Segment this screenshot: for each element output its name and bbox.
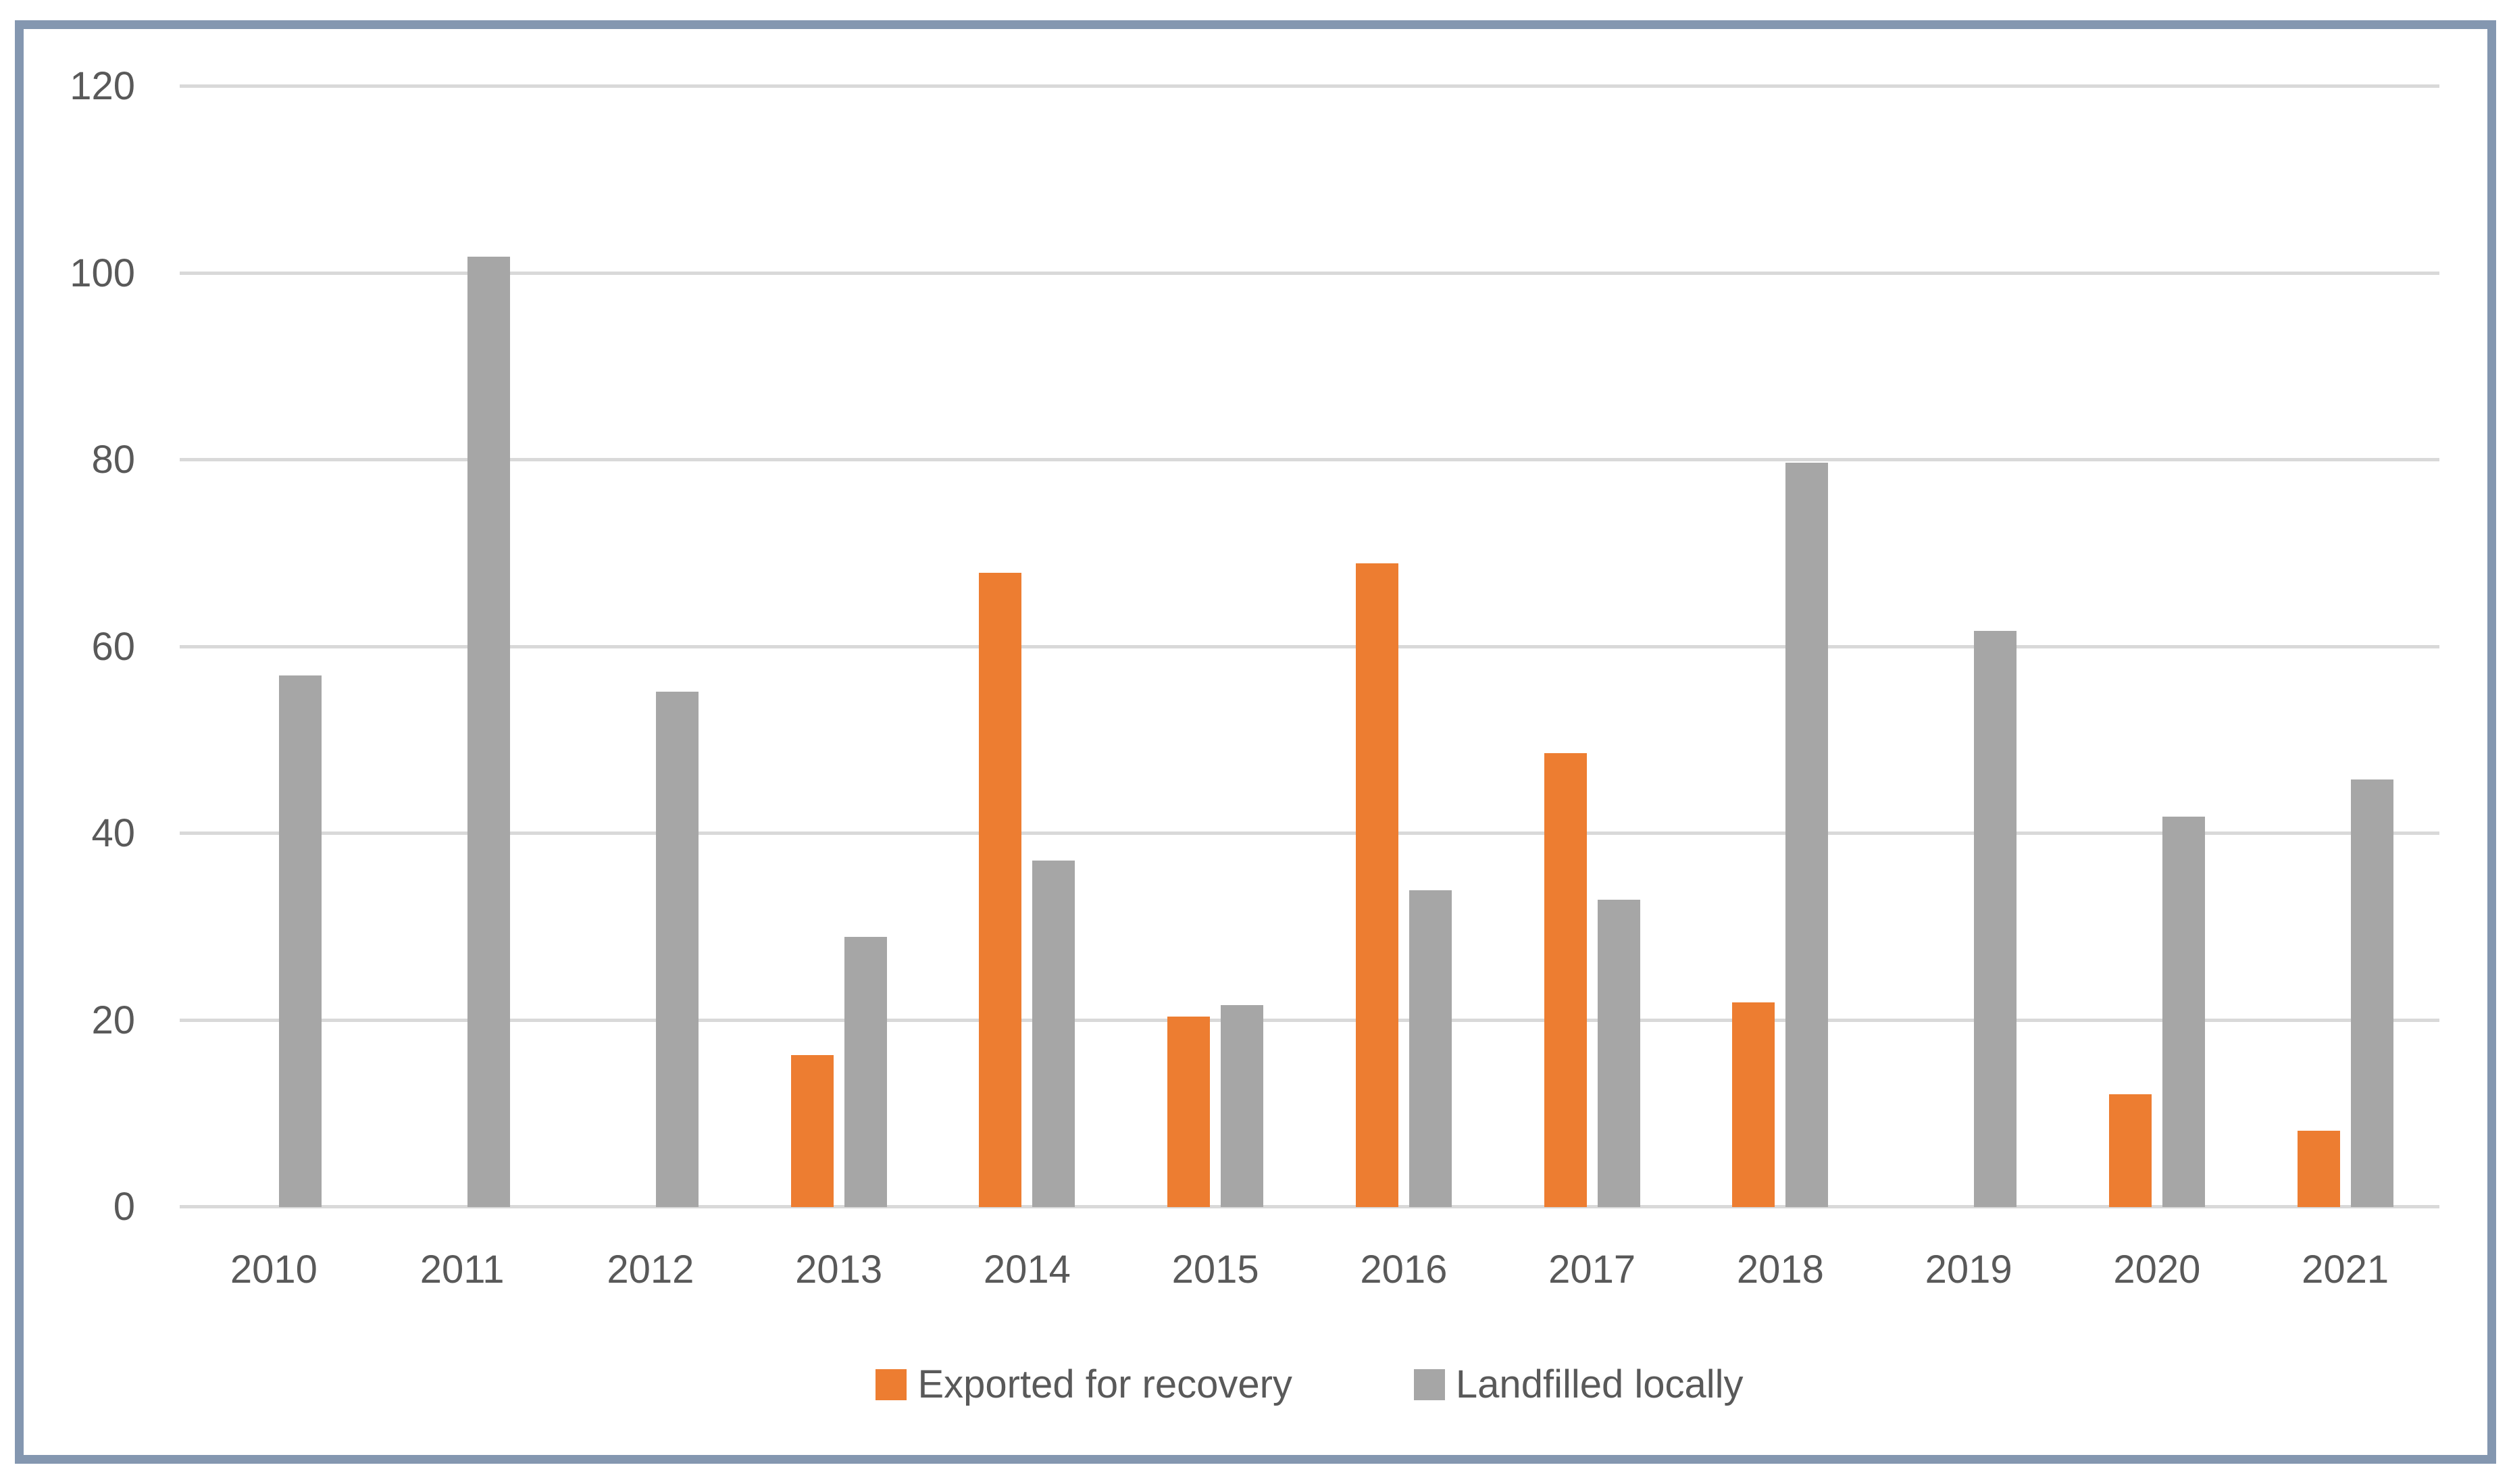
bar-group-2015 [1121,86,1310,1207]
x-axis-label-2011: 2011 [420,1248,505,1291]
bar-exported-2021 [2297,1130,2340,1207]
bar-group-2018 [1686,86,1875,1207]
bar-exported-2020 [2108,1094,2152,1207]
x-axis-label-2019: 2019 [1925,1248,2012,1291]
y-axis-tick-label-20: 20 [91,998,135,1042]
bar-group-2010 [180,86,368,1207]
legend-swatch-landfilled-locally [1413,1369,1445,1400]
bar-group-2012 [557,86,745,1207]
bar-group-2013 [744,86,933,1207]
bar-landfilled-2017 [1597,900,1640,1207]
bar-landfilled-2013 [844,937,887,1207]
gridline-80 [180,458,2439,462]
gridline-40 [180,831,2439,836]
legend: Exported for recovery Landfilled locally [180,1354,2439,1415]
bar-exported-2018 [1732,1002,1775,1207]
x-axis-label-2016: 2016 [1360,1248,1448,1291]
bar-landfilled-2014 [1032,861,1075,1207]
x-axis-label-2010: 2010 [230,1248,318,1291]
bar-landfilled-2010 [279,675,322,1207]
bar-landfilled-2016 [1409,890,1452,1207]
bar-group-2021 [2251,86,2439,1207]
bar-exported-2017 [1544,753,1587,1207]
x-axis-label-2014: 2014 [983,1248,1071,1291]
gridline-100 [180,271,2439,275]
y-axis-tick-label-40: 40 [91,811,135,855]
x-axis-label-2020: 2020 [2113,1248,2201,1291]
x-axis-line [180,1205,2439,1208]
x-axis-label-2018: 2018 [1736,1248,1824,1291]
chart-frame-border [15,20,2496,1464]
bar-landfilled-2018 [1785,463,1829,1207]
bar-landfilled-2020 [2162,817,2205,1207]
bar-landfilled-2011 [467,256,511,1207]
legend-item-exported-for-recovery: Exported for recovery [876,1361,1292,1408]
bar-group-2011 [368,86,557,1207]
bar-group-2017 [1498,86,1686,1207]
x-axis-label-2012: 2012 [607,1248,694,1291]
x-axis-label-2015: 2015 [1171,1248,1259,1291]
gridline-120 [180,84,2439,88]
bar-landfilled-2019 [1974,631,2017,1207]
bar-group-2019 [1875,86,2063,1207]
bar-group-2016 [1310,86,1498,1207]
legend-label-exported-for-recovery: Exported for recovery [917,1362,1292,1406]
y-axis-tick-label-100: 100 [70,251,135,295]
bar-group-2014 [933,86,1121,1207]
x-axis-label-2013: 2013 [795,1248,883,1291]
x-axis: 2010 2011 2012 2013 2014 2015 2016 2017 2018 2019… [180,1246,2439,1294]
legend-swatch-exported-for-recovery [876,1369,907,1400]
bar-landfilled-2012 [655,691,699,1207]
bar-exported-2015 [1167,1016,1211,1207]
bar-exported-2013 [790,1054,834,1207]
y-axis-tick-label-0: 0 [113,1185,135,1229]
bar-group-2020 [2063,86,2252,1207]
bar-exported-2014 [979,573,1022,1207]
legend-item-landfilled-locally: Landfilled locally [1413,1361,1744,1408]
bar-landfilled-2021 [2350,779,2393,1207]
legend-label-landfilled-locally: Landfilled locally [1455,1362,1744,1406]
y-axis-tick-label-60: 60 [91,624,135,669]
plot-area [180,84,2439,1208]
bar-landfilled-2015 [1221,1005,1264,1207]
x-axis-label-2021: 2021 [2302,1248,2389,1291]
x-axis-label-2017: 2017 [1548,1248,1636,1291]
y-axis-tick-label-120: 120 [70,64,135,108]
gridline-20 [180,1018,2439,1022]
y-axis-tick-label-80: 80 [91,438,135,482]
bar-exported-2016 [1355,563,1398,1207]
bars-layer [180,86,2439,1207]
gridline-60 [180,644,2439,648]
y-axis: 0 20 40 60 80 100 120 [0,0,135,1484]
